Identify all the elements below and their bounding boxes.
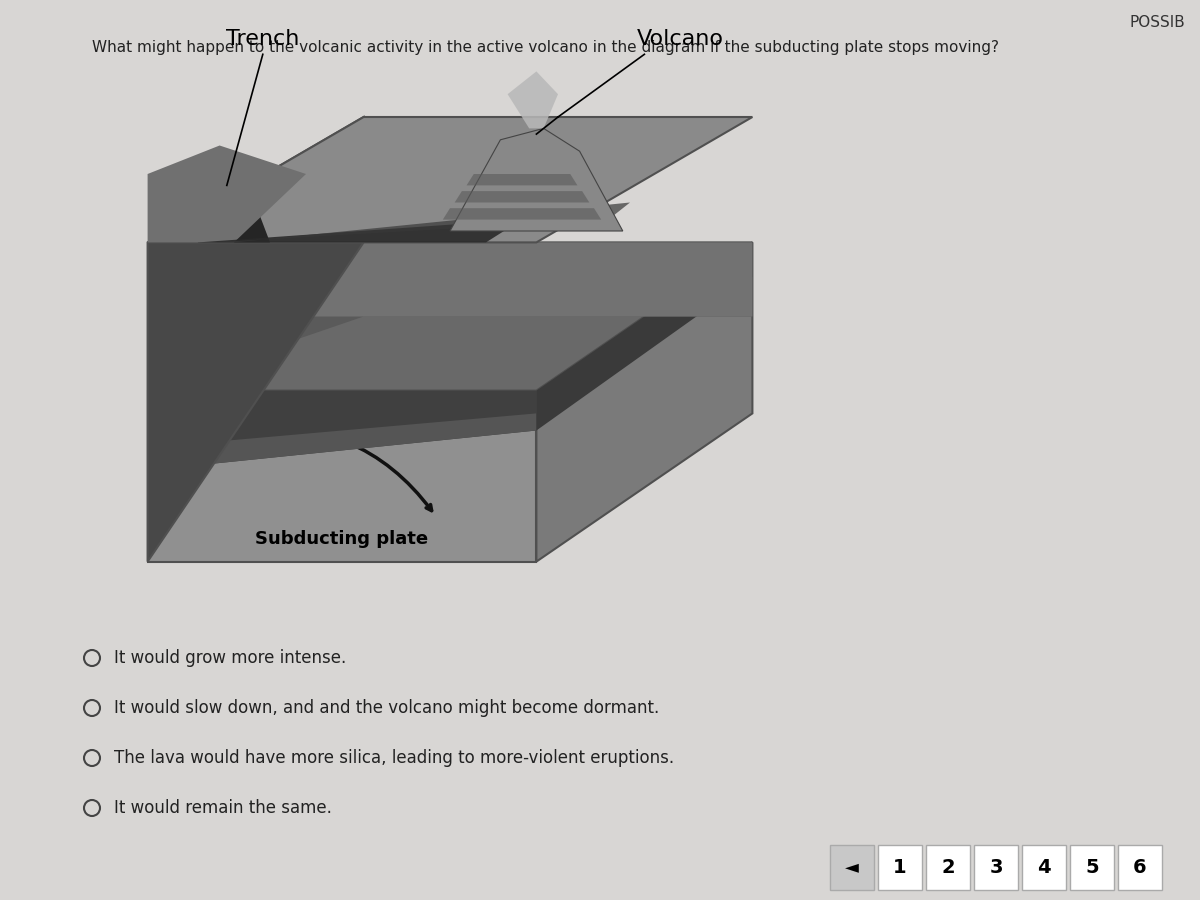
Bar [830,845,874,890]
Text: It would remain the same.: It would remain the same. [114,799,332,817]
Polygon shape [148,117,364,562]
Text: Subducting plate: Subducting plate [256,530,428,548]
Polygon shape [176,220,522,242]
Text: The lava would have more silica, leading to more-violent eruptions.: The lava would have more silica, leading… [114,749,674,767]
Text: Volcano: Volcano [637,29,724,49]
Bar [1118,845,1162,890]
Bar [974,845,1018,890]
Polygon shape [443,208,601,220]
Text: It would grow more intense.: It would grow more intense. [114,649,347,667]
Bar [878,845,922,890]
Polygon shape [148,391,536,471]
Polygon shape [508,71,558,129]
Polygon shape [148,242,752,391]
Text: ◄: ◄ [845,859,859,877]
Bar [926,845,970,890]
Polygon shape [455,191,589,202]
Polygon shape [467,174,577,185]
Polygon shape [148,391,536,562]
Text: 3: 3 [989,858,1003,877]
Polygon shape [212,202,630,242]
Polygon shape [148,146,306,242]
Text: POSSIB: POSSIB [1129,15,1186,30]
Polygon shape [148,413,536,471]
Polygon shape [450,129,623,231]
Text: Trench: Trench [226,29,300,49]
Polygon shape [536,242,752,562]
Polygon shape [536,242,752,430]
Polygon shape [148,117,752,242]
Polygon shape [148,242,752,391]
Text: 2: 2 [941,858,955,877]
Polygon shape [148,242,752,317]
Bar [1070,845,1114,890]
Polygon shape [176,185,270,242]
Text: 1: 1 [893,858,907,877]
Text: 5: 5 [1085,858,1099,877]
Bar [1022,845,1066,890]
Text: 6: 6 [1133,858,1147,877]
Text: 4: 4 [1037,858,1051,877]
Text: It would slow down, and and the volcano might become dormant.: It would slow down, and and the volcano … [114,699,659,717]
Text: What might happen to the volcanic activity in the active volcano in the diagram : What might happen to the volcanic activi… [92,40,998,55]
